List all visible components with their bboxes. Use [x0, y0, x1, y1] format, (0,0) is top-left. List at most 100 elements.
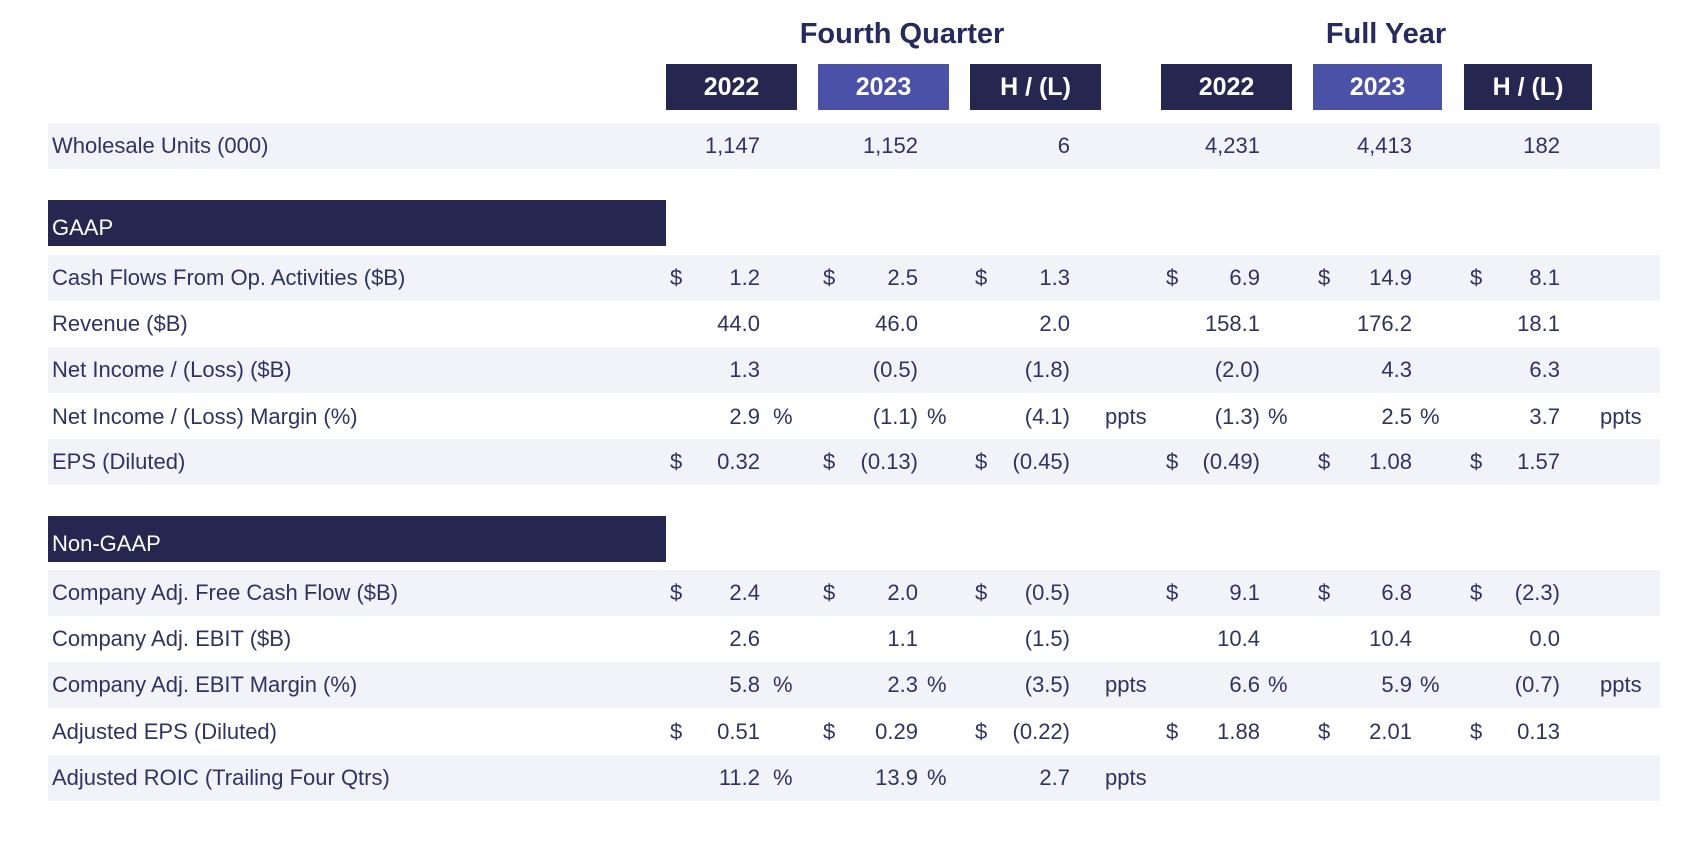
col-header-q4-change: H / (L)	[970, 64, 1101, 110]
cell-value: 11.2	[718, 765, 760, 790]
section-gaap: GAAP	[48, 200, 666, 246]
cell-value: 0.29	[875, 719, 918, 744]
unit-suffix: %	[927, 672, 947, 697]
row-label: EPS (Diluted)	[52, 449, 186, 474]
table-row: Wholesale Units (000) 1,147 1,152 6 4,231 4,4…	[48, 123, 1660, 169]
cell-value: 176.2	[1356, 311, 1412, 336]
cell-value: 13.9	[875, 765, 918, 790]
cell-value: 6.8	[1381, 580, 1412, 605]
cell-value: 2.6	[729, 626, 760, 651]
cell-value: 5.9	[1381, 672, 1412, 697]
section-non-gaap: Non-GAAP	[48, 516, 666, 562]
cell-value: (0.22)	[1012, 719, 1070, 744]
cell-value: 10.4	[1369, 626, 1412, 651]
cell-value: 0.32	[717, 449, 760, 474]
full-year-title: Full Year	[1325, 18, 1447, 50]
cell-value: 6	[1057, 133, 1070, 158]
cell-value: 5.8	[729, 672, 760, 697]
cell-value: 1.57	[1517, 449, 1560, 474]
cell-value: 14.9	[1369, 265, 1412, 290]
cell-value: 0.13	[1517, 719, 1560, 744]
cell-value: 3.7	[1529, 404, 1560, 429]
row-label: Cash Flows From Op. Activities ($B)	[52, 265, 406, 290]
cell-value: (0.5)	[1024, 580, 1070, 605]
currency-symbol: $	[975, 449, 988, 474]
cell-value: 1.3	[729, 357, 760, 382]
cell-value: 2.0	[1039, 311, 1070, 336]
table-row: Net Income / (Loss) ($B) 1.3 (0.5) (1.8) (2.…	[48, 347, 1660, 393]
cell-value: (0.7)	[1514, 672, 1560, 697]
cell-value: 2.0	[887, 580, 918, 605]
unit-suffix: ppts	[1105, 672, 1147, 697]
currency-symbol: $	[1166, 719, 1179, 744]
cell-value: (3.5)	[1024, 672, 1070, 697]
table-row: Cash Flows From Op. Activities ($B) $1.2 $…	[48, 255, 1660, 301]
currency-symbol: $	[1470, 719, 1483, 744]
cell-value: 1,152	[862, 133, 918, 158]
cell-value: (1.5)	[1024, 626, 1070, 651]
unit-suffix: ppts	[1600, 404, 1642, 429]
table-row: Adjusted EPS (Diluted) $0.51 $0.29 $ (0.22) $…	[48, 709, 1660, 755]
currency-symbol: $	[1166, 265, 1179, 290]
currency-symbol: $	[823, 580, 836, 605]
cell-value: 4.3	[1381, 357, 1412, 382]
row-label: Company Adj. Free Cash Flow ($B)	[52, 580, 399, 605]
cell-value: 1.88	[1217, 719, 1260, 744]
currency-symbol: $	[1166, 580, 1179, 605]
cell-value: (1.1)	[872, 404, 918, 429]
unit-suffix: %	[1420, 404, 1440, 429]
cell-value: 1.1	[887, 626, 918, 651]
currency-symbol: $	[1470, 449, 1483, 474]
currency-symbol: $	[975, 719, 988, 744]
cell-value: 10.4	[1217, 626, 1260, 651]
cell-value: 2.9	[729, 404, 760, 429]
cell-value: 2.01	[1369, 719, 1412, 744]
cell-value: 9.1	[1229, 580, 1260, 605]
unit-suffix: %	[1268, 672, 1288, 697]
col-header-fy-2023: 2023	[1313, 64, 1442, 110]
cell-value: 4,413	[1356, 133, 1412, 158]
cell-value: 1.08	[1369, 449, 1412, 474]
currency-symbol: $	[975, 580, 988, 605]
cell-value: 0.51	[717, 719, 760, 744]
cell-value: 4,231	[1204, 133, 1260, 158]
col-header-fy-change: H / (L)	[1464, 64, 1592, 110]
row-label: Wholesale Units (000)	[52, 133, 269, 158]
unit-suffix: %	[1420, 672, 1440, 697]
cell-value: 6.3	[1529, 357, 1560, 382]
unit-suffix: ppts	[1105, 765, 1147, 790]
table-row: Company Adj. Free Cash Flow ($B) $2.4 $2.0…	[48, 570, 1660, 616]
currency-symbol: $	[670, 265, 683, 290]
cell-value: (0.45)	[1012, 449, 1070, 474]
cell-value: 6.9	[1229, 265, 1260, 290]
cell-value: 2.5	[1381, 404, 1412, 429]
cell-value: (0.49)	[1202, 449, 1260, 474]
cell-value: 1.2	[729, 265, 760, 290]
unit-suffix: %	[927, 404, 947, 429]
currency-symbol: $	[1470, 580, 1483, 605]
cell-value: 2.7	[1039, 765, 1070, 790]
cell-value: 1,147	[704, 133, 760, 158]
table-row: EPS (Diluted) $0.32 $ (0.13) $ (0.45) $ (0.49) $…	[48, 439, 1660, 485]
currency-symbol: $	[823, 265, 836, 290]
table-row: Company Adj. EBIT Margin (%) 5.8% 2.3% (3.5…	[48, 662, 1660, 708]
col-header-q4-2023: 2023	[818, 64, 949, 110]
cell-value: 2.3	[887, 672, 918, 697]
row-label: Revenue ($B)	[52, 311, 188, 336]
currency-symbol: $	[670, 449, 683, 474]
unit-suffix: ppts	[1105, 404, 1147, 429]
currency-symbol: $	[823, 449, 836, 474]
currency-symbol: $	[975, 265, 988, 290]
cell-value: (2.3)	[1514, 580, 1560, 605]
unit-suffix: %	[773, 672, 793, 697]
row-label: Adjusted ROIC (Trailing Four Qtrs)	[52, 765, 390, 790]
table-row: Net Income / (Loss) Margin (%) 2.9% (1.1)%…	[48, 394, 1660, 440]
currency-symbol: $	[670, 719, 683, 744]
cell-value: 0.0	[1529, 626, 1560, 651]
cell-value: (2.0)	[1214, 357, 1260, 382]
row-label: Adjusted EPS (Diluted)	[52, 719, 277, 744]
unit-suffix: %	[1268, 404, 1288, 429]
cell-value: (1.3)	[1214, 404, 1260, 429]
col-header-fy-2022: 2022	[1161, 64, 1292, 110]
cell-value: (0.5)	[872, 357, 918, 382]
